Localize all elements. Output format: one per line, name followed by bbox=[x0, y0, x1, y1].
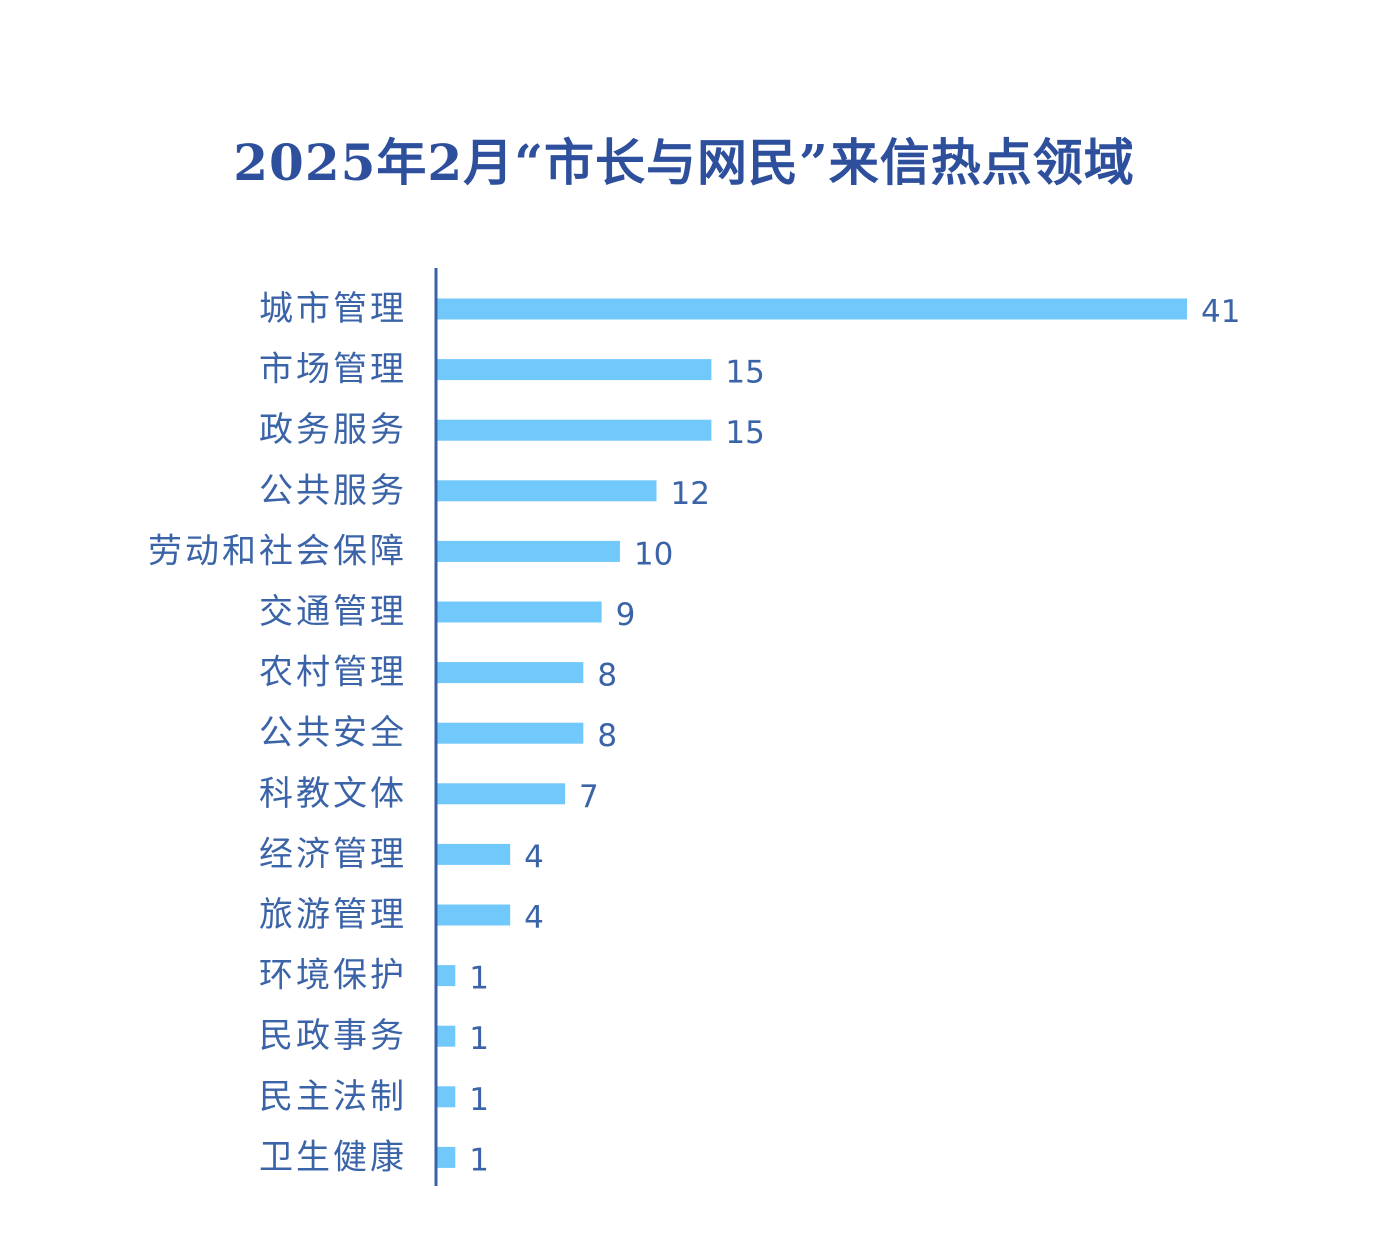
value-label: 1 bbox=[469, 1142, 489, 1178]
category-label: 交通管理 bbox=[259, 592, 407, 632]
bar bbox=[437, 783, 566, 805]
value-label: 15 bbox=[725, 415, 764, 451]
category-label: 环境保护 bbox=[259, 956, 407, 996]
bar bbox=[437, 1086, 456, 1108]
bar bbox=[437, 1025, 456, 1047]
category-label: 卫生健康 bbox=[259, 1137, 407, 1177]
value-label: 1 bbox=[469, 1082, 489, 1118]
value-label: 7 bbox=[579, 779, 599, 815]
value-label: 15 bbox=[725, 355, 764, 391]
value-label: 1 bbox=[469, 961, 489, 997]
bar bbox=[437, 359, 712, 381]
category-label: 经济管理 bbox=[259, 834, 407, 874]
bar bbox=[437, 843, 511, 865]
value-label: 9 bbox=[616, 597, 636, 633]
category-label: 民政事务 bbox=[259, 1016, 407, 1056]
value-label: 1 bbox=[469, 1021, 489, 1057]
bar bbox=[437, 601, 602, 623]
category-label: 农村管理 bbox=[259, 653, 407, 693]
category-labels-group: 城市管理市场管理政务服务公共服务劳动和社会保障交通管理农村管理公共安全科教文体经… bbox=[148, 289, 407, 1177]
category-label: 科教文体 bbox=[259, 774, 407, 814]
value-label: 8 bbox=[597, 658, 617, 694]
bars-group bbox=[437, 298, 1187, 1168]
bar bbox=[437, 722, 584, 744]
value-label: 4 bbox=[524, 839, 544, 875]
value-label: 12 bbox=[671, 476, 710, 512]
category-label: 公共服务 bbox=[259, 471, 407, 511]
bar bbox=[437, 965, 456, 987]
value-label: 8 bbox=[597, 718, 617, 754]
bar bbox=[437, 419, 712, 441]
category-label: 政务服务 bbox=[259, 410, 407, 450]
value-label: 4 bbox=[524, 900, 544, 936]
category-label: 劳动和社会保障 bbox=[148, 531, 407, 571]
category-label: 市场管理 bbox=[259, 350, 407, 390]
bar bbox=[437, 540, 620, 562]
bar bbox=[437, 1146, 456, 1168]
category-label: 公共安全 bbox=[259, 713, 407, 753]
category-label: 城市管理 bbox=[259, 289, 407, 329]
bar bbox=[437, 298, 1187, 320]
value-label: 10 bbox=[634, 536, 673, 572]
chart-title: 2025年2月“市长与网民”来信热点领域 bbox=[233, 133, 1135, 192]
value-label: 41 bbox=[1201, 294, 1240, 330]
category-label: 民主法制 bbox=[259, 1077, 407, 1117]
category-label: 旅游管理 bbox=[259, 895, 407, 935]
bar bbox=[437, 480, 657, 502]
bar bbox=[437, 662, 584, 684]
bar bbox=[437, 904, 511, 926]
